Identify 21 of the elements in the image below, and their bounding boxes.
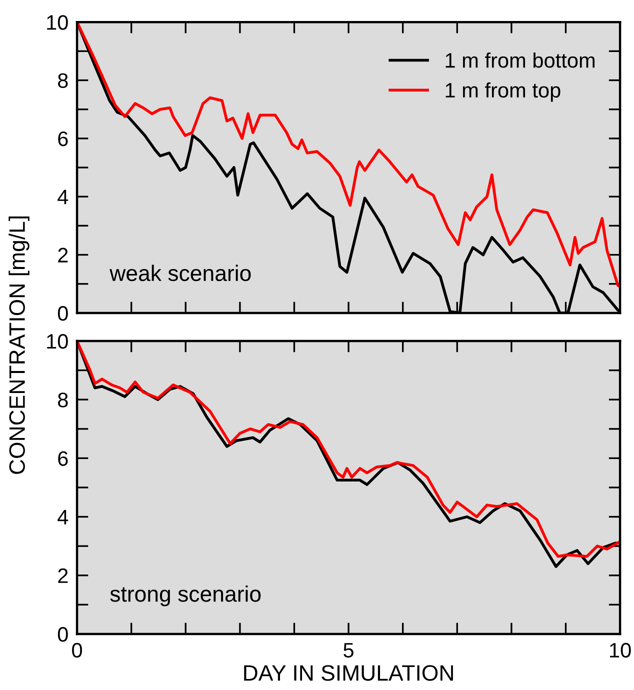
y-tick-label: 10 — [47, 334, 68, 349]
x-tick-label: 5 — [344, 643, 354, 658]
annotation: strong scenario — [110, 586, 261, 606]
y-tick-label: 0 — [58, 306, 68, 321]
x-axis-title: DAY IN SIMULATION — [244, 665, 453, 681]
x-tick-label: 0 — [72, 642, 82, 658]
y-tick-label: 6 — [58, 131, 68, 146]
x-tick-label: 10 — [610, 642, 631, 658]
annotation: weak scenario — [110, 264, 251, 282]
y-tick-label: 10 — [47, 15, 68, 30]
y-tick-label: 2 — [58, 568, 68, 583]
y-tick-label: 4 — [58, 190, 68, 204]
y-axis-title: CONCENTRATION [mg/L] — [8, 216, 30, 474]
y-tick-label: 8 — [58, 73, 68, 88]
y-tick-label: 0 — [58, 626, 68, 642]
y-tick-label: 2 — [58, 248, 68, 262]
legend-label: 1 m from top — [446, 82, 560, 102]
y-tick-label: 6 — [58, 451, 68, 466]
legend-label: 1 m from bottom — [446, 52, 595, 68]
y-tick-label: 8 — [58, 392, 68, 408]
y-tick-label: 4 — [58, 510, 68, 524]
